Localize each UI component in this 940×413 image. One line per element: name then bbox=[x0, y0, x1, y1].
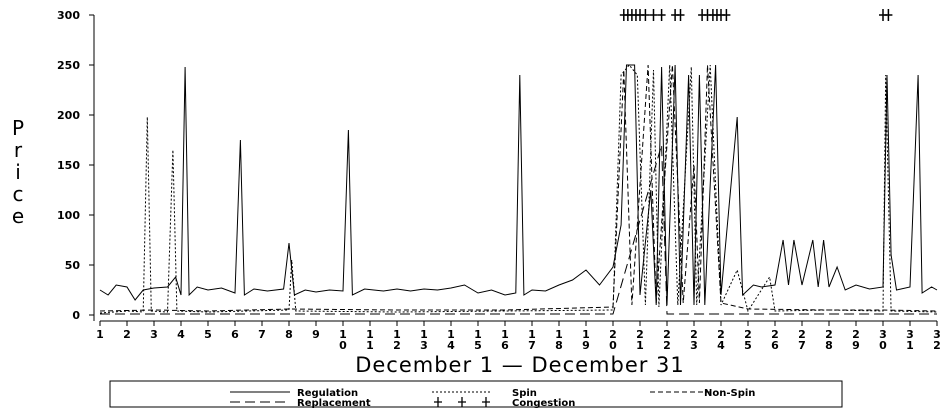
x-axis-label: December 1 — December 31 bbox=[355, 353, 685, 377]
legend-label: Congestion bbox=[512, 398, 575, 409]
legend: Regulation Spin Non-Spin Replacement Congest… bbox=[109, 380, 843, 409]
congestion-marker bbox=[641, 9, 650, 21]
x-tick-label: 2 bbox=[123, 328, 131, 341]
legend-label: Non-Spin bbox=[704, 388, 755, 399]
series-non-spin-line bbox=[99, 64, 938, 312]
legend-swatch bbox=[458, 397, 466, 407]
legend-item-replacement: Replacement bbox=[230, 398, 371, 409]
legend-item-congestion: Congestion bbox=[434, 397, 575, 409]
y-tick-label: 200 bbox=[57, 109, 80, 122]
x-tick-label: 7 bbox=[258, 328, 266, 341]
y-tick-label: 100 bbox=[57, 209, 80, 222]
congestion-marker bbox=[649, 9, 658, 21]
legend-label: Replacement bbox=[297, 398, 371, 409]
congestion-marker bbox=[884, 9, 893, 21]
legend-item-non-spin: Non-Spin bbox=[650, 388, 755, 399]
congestion-marker bbox=[676, 9, 685, 21]
x-tick-label: 8 bbox=[285, 328, 293, 341]
series-replacement-line bbox=[100, 144, 937, 315]
x-tick-label: 6 bbox=[231, 328, 239, 341]
y-tick-label: 0 bbox=[72, 309, 80, 322]
series-lines bbox=[99, 9, 938, 315]
y-tick-label: 150 bbox=[57, 159, 80, 172]
congestion-marker bbox=[657, 9, 666, 21]
series-congestion-markers bbox=[619, 9, 893, 21]
legend-item-spin: Spin bbox=[432, 388, 537, 399]
y-tick-label: 50 bbox=[65, 259, 81, 272]
legend-swatch bbox=[482, 397, 490, 407]
y-tick-label: 250 bbox=[57, 59, 80, 72]
legend-label: Regulation bbox=[297, 388, 358, 399]
congestion-marker bbox=[722, 9, 731, 21]
x-tick-label: 4 bbox=[177, 328, 185, 341]
x-tick-label: 5 bbox=[204, 328, 212, 341]
legend-swatch bbox=[434, 397, 442, 407]
series-regulation-line bbox=[99, 64, 938, 306]
series-spin-line bbox=[99, 64, 938, 314]
x-tick-label: 3 bbox=[150, 328, 158, 341]
legend-box bbox=[109, 380, 843, 408]
x-tick-label: 1 bbox=[96, 328, 104, 341]
legend-label: Spin bbox=[512, 388, 537, 399]
y-tick-label: 300 bbox=[57, 9, 80, 22]
legend-item-regulation: Regulation bbox=[230, 388, 358, 399]
x-tick-label: 9 bbox=[312, 328, 320, 341]
